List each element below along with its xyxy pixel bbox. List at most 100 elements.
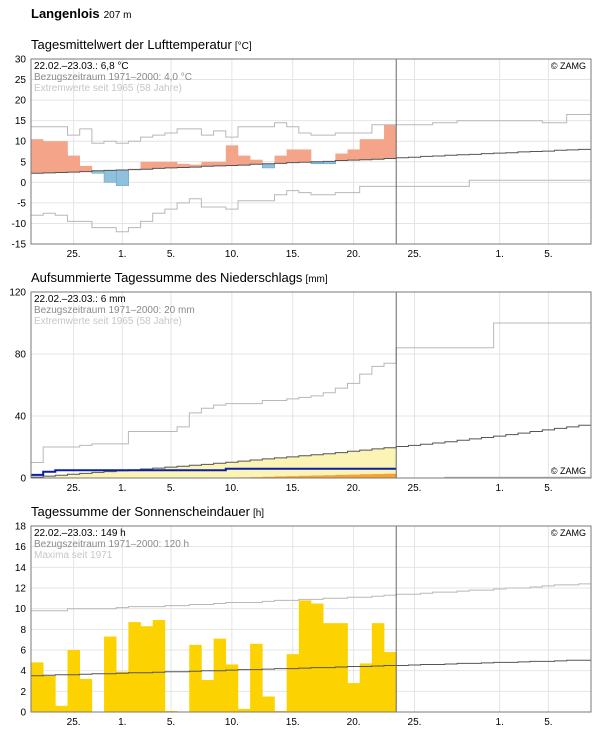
sun-bar bbox=[31, 662, 44, 712]
sun-bars bbox=[31, 600, 397, 712]
temp-max-extreme-line bbox=[31, 114, 591, 144]
temp-xtick-label: 5. bbox=[544, 249, 552, 260]
temperature-unit: [°C] bbox=[234, 41, 252, 52]
temp-xtick-label: 10. bbox=[225, 249, 239, 260]
temp-xtick-label: 1. bbox=[496, 249, 504, 260]
temp-ytick-label: -10 bbox=[12, 219, 27, 230]
sunshine-unit: [h] bbox=[252, 508, 265, 519]
sun-bar bbox=[67, 650, 80, 712]
precip-xtick-label: 25. bbox=[67, 483, 81, 494]
sun-copyright: © ZAMG bbox=[551, 528, 586, 538]
temp-anomaly-bar bbox=[164, 161, 178, 168]
precip-copyright: © ZAMG bbox=[551, 466, 586, 476]
sun-bar bbox=[128, 622, 141, 712]
sun-bar bbox=[116, 671, 129, 712]
sun-xtick-label: 15. bbox=[286, 717, 300, 728]
sunshine-panel-title: Tagessumme der Sonnenscheindauer [h] bbox=[31, 504, 264, 519]
sun-xtick-label: 20. bbox=[347, 717, 361, 728]
sunshine-title: Tagessumme der Sonnenscheindauer bbox=[31, 504, 250, 519]
precip-normal-area bbox=[31, 447, 397, 478]
temp-anomaly-bar bbox=[347, 149, 360, 161]
sun-xtick-label: 1. bbox=[118, 717, 126, 728]
sun-bar bbox=[371, 623, 385, 712]
precip-ytick-label: 80 bbox=[15, 350, 27, 361]
precip-xtick-label: 5. bbox=[544, 483, 552, 494]
precip-ytick-label: 120 bbox=[9, 288, 26, 299]
temp-anomaly-bar bbox=[384, 124, 397, 159]
temp-normal-line bbox=[31, 148, 591, 174]
sun-bar bbox=[237, 708, 251, 712]
precipitation-title: Aufsummierte Tagessumme des Niederschlag… bbox=[31, 270, 303, 285]
precip-frame bbox=[30, 291, 592, 479]
temp-cold-bar bbox=[103, 170, 117, 183]
temp-anomaly-bar bbox=[79, 165, 93, 172]
temp-anomaly-bar bbox=[67, 155, 80, 173]
sun-xtick-label: 10. bbox=[225, 717, 239, 728]
temp-ytick-label: 20 bbox=[15, 96, 27, 107]
sun-bar bbox=[347, 683, 360, 712]
station-altitude: 207 m bbox=[103, 10, 132, 21]
temp-frame bbox=[30, 58, 592, 245]
temp-info-line: Extremwerte seit 1965 (58 Jahre) bbox=[34, 83, 182, 94]
temperature-panel-title: Tagesmittelwert der Lufttemperatur [°C] bbox=[31, 37, 252, 52]
sun-bar bbox=[250, 643, 263, 712]
sun-bar bbox=[335, 623, 348, 712]
sun-xtick-label: 5. bbox=[167, 717, 175, 728]
temp-anomaly-bar bbox=[31, 139, 44, 174]
precip-xtick-label: 1. bbox=[118, 483, 126, 494]
sun-bar bbox=[140, 626, 154, 712]
sun-info-line: 22.02.–23.03.: 149 h bbox=[34, 528, 126, 539]
precip-chart: 120 80 40 0 25. 1. 5. 10. 15. 20. 25. 1. 5. 22.02.–23… bbox=[9, 288, 592, 494]
precip-ytick-label: 40 bbox=[15, 412, 27, 423]
sun-ytick-label: 12 bbox=[15, 584, 27, 595]
sun-ytick-label: 16 bbox=[15, 542, 27, 553]
temp-anomaly-bar bbox=[359, 139, 373, 160]
precip-info-line: 22.02.–23.03.: 6 mm bbox=[34, 294, 126, 305]
precip-xtick-label: 5. bbox=[167, 483, 175, 494]
precip-xtick-label: 25. bbox=[408, 483, 422, 494]
temp-xtick-label: 25. bbox=[408, 249, 422, 260]
temp-xtick-label: 1. bbox=[118, 249, 126, 260]
temp-xtick-label: 25. bbox=[67, 249, 81, 260]
sun-info-line: Bezugszeitraum 1971–2000: 120 h bbox=[34, 539, 189, 550]
temp-anomaly-bar bbox=[213, 161, 227, 166]
sun-ytick-label: 8 bbox=[20, 625, 26, 636]
sun-bar bbox=[43, 675, 56, 712]
temp-anomaly-bar bbox=[201, 161, 214, 167]
temp-anomaly-bar bbox=[225, 145, 239, 166]
temp-xtick-label: 15. bbox=[286, 249, 300, 260]
sun-bar bbox=[384, 652, 397, 712]
temp-bars bbox=[31, 124, 397, 186]
sun-ytick-label: 10 bbox=[15, 604, 27, 615]
temp-ytick-label: 10 bbox=[15, 137, 27, 148]
sun-ytick-label: 4 bbox=[20, 666, 26, 677]
precipitation-panel-title: Aufsummierte Tagessumme des Niederschlag… bbox=[31, 270, 328, 285]
station-header: Langenlois 207 m bbox=[31, 6, 131, 21]
sun-ytick-label: 0 bbox=[20, 708, 26, 719]
sun-bar bbox=[213, 638, 227, 712]
sun-maxima-line bbox=[31, 583, 591, 612]
temp-xtick-label: 5. bbox=[167, 249, 175, 260]
sun-bar bbox=[55, 705, 68, 712]
temp-info-line: Bezugszeitraum 1971–2000: 4,0 °C bbox=[34, 72, 192, 83]
sun-bar bbox=[274, 710, 287, 712]
sun-chart: 18 16 14 12 10 8 6 4 2 0 25. 1. 5. 10. 15. 20. 25. 1. 5. 22… bbox=[15, 522, 592, 728]
temp-cold-bar bbox=[262, 163, 276, 169]
sun-xtick-label: 25. bbox=[67, 717, 81, 728]
temp-ytick-label: 5 bbox=[20, 157, 26, 168]
sun-ytick-label: 18 bbox=[15, 522, 27, 533]
sun-ytick-label: 14 bbox=[15, 563, 27, 574]
sun-bar bbox=[189, 644, 202, 712]
temp-ytick-label: -15 bbox=[12, 240, 27, 251]
sun-ytick-label: 6 bbox=[20, 646, 26, 657]
precip-info-line: Extremwerte seit 1965 (58 Jahre) bbox=[34, 316, 182, 327]
temp-anomaly-bar bbox=[237, 155, 251, 166]
temp-anomaly-bar bbox=[140, 161, 154, 170]
precip-xtick-label: 20. bbox=[347, 483, 361, 494]
sun-xtick-label: 5. bbox=[544, 717, 552, 728]
